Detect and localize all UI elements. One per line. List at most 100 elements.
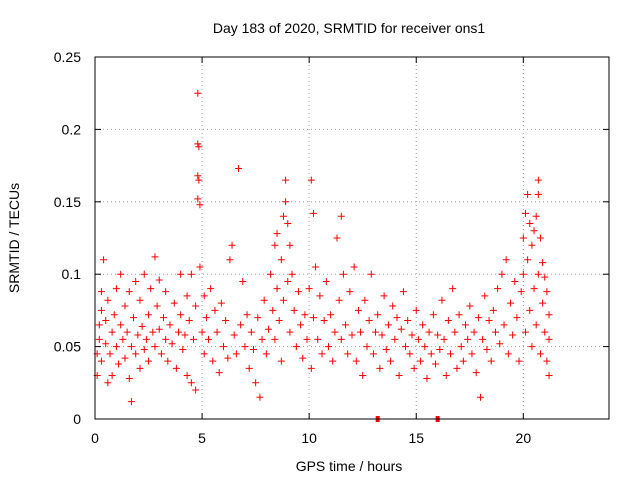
data-point [271, 335, 279, 343]
data-point [498, 270, 506, 278]
data-point [147, 285, 155, 293]
data-point [350, 263, 358, 271]
data-point [162, 335, 170, 343]
data-point [421, 343, 429, 351]
data-point [112, 343, 120, 351]
data-point [436, 345, 444, 353]
data-point [389, 302, 397, 310]
data-point [393, 314, 401, 322]
data-point [365, 317, 373, 325]
data-point [249, 345, 257, 353]
data-point [262, 350, 270, 358]
x-tick-label: 10 [301, 430, 317, 446]
data-point [279, 296, 287, 304]
data-point [187, 379, 195, 387]
data-point [294, 288, 302, 296]
data-point [273, 230, 281, 238]
data-point [213, 328, 221, 336]
data-point [97, 306, 105, 314]
data-point [209, 357, 217, 365]
data-point [412, 306, 420, 314]
data-point [399, 288, 407, 296]
data-point [485, 317, 493, 325]
data-point [367, 270, 375, 278]
data-point [108, 372, 116, 380]
data-point [145, 311, 153, 319]
data-point [474, 314, 482, 322]
data-point [106, 350, 114, 358]
data-point [539, 299, 547, 307]
data-point [307, 176, 315, 184]
data-point [190, 335, 198, 343]
data-point [506, 299, 514, 307]
data-point [534, 191, 542, 199]
data-point [95, 335, 103, 343]
data-point [543, 357, 551, 365]
data-point [519, 234, 527, 242]
x-tick-label: 5 [198, 430, 206, 446]
plot-frame [94, 56, 610, 420]
data-point [121, 354, 129, 362]
data-point [316, 292, 324, 300]
data-point [541, 273, 549, 281]
data-point [363, 343, 371, 351]
data-point [322, 277, 330, 285]
data-point [457, 343, 465, 351]
data-point [127, 343, 135, 351]
data-point [95, 321, 103, 329]
data-point [245, 364, 253, 372]
data-point [243, 311, 251, 319]
data-point [536, 234, 544, 242]
data-point [192, 302, 200, 310]
data-point [410, 364, 418, 372]
data-point [228, 241, 236, 249]
data-point [451, 328, 459, 336]
data-point [254, 314, 262, 322]
data-point [102, 340, 110, 348]
data-point [528, 241, 536, 249]
data-point [264, 325, 272, 333]
data-point [468, 350, 476, 358]
data-point [477, 393, 484, 401]
data-point [530, 227, 538, 235]
data-point [220, 343, 227, 351]
data-point [217, 299, 225, 307]
data-point [200, 292, 208, 300]
y-tick-label: 0.05 [54, 339, 81, 355]
data-point [432, 360, 440, 368]
data-point [232, 350, 240, 358]
data-point [369, 350, 377, 358]
data-point [234, 164, 242, 172]
data-point [271, 241, 279, 249]
data-point [346, 288, 354, 296]
data-point [297, 321, 305, 329]
data-point [333, 234, 341, 242]
data-point [145, 357, 153, 365]
data-point [230, 331, 238, 339]
data-point [292, 343, 300, 351]
data-point [359, 372, 367, 380]
data-point [462, 321, 470, 329]
data-point [237, 321, 245, 329]
data-point [382, 345, 390, 353]
data-point [168, 340, 176, 348]
data-point [483, 345, 491, 353]
data-point [438, 296, 446, 304]
data-point [539, 259, 547, 267]
data-point [125, 374, 133, 382]
data-point [395, 372, 403, 380]
data-point [524, 256, 532, 264]
data-point [162, 288, 170, 296]
data-point [500, 321, 508, 329]
data-point [288, 270, 296, 278]
data-point [282, 198, 290, 206]
data-point [177, 311, 185, 319]
y-axis-title: SRMTID / TECUs [6, 183, 22, 293]
data-point [305, 285, 313, 293]
y-tick-label: 0.1 [62, 266, 82, 282]
data-point [459, 357, 467, 365]
data-point [241, 343, 249, 351]
data-point [119, 335, 127, 343]
data-point [136, 296, 144, 304]
